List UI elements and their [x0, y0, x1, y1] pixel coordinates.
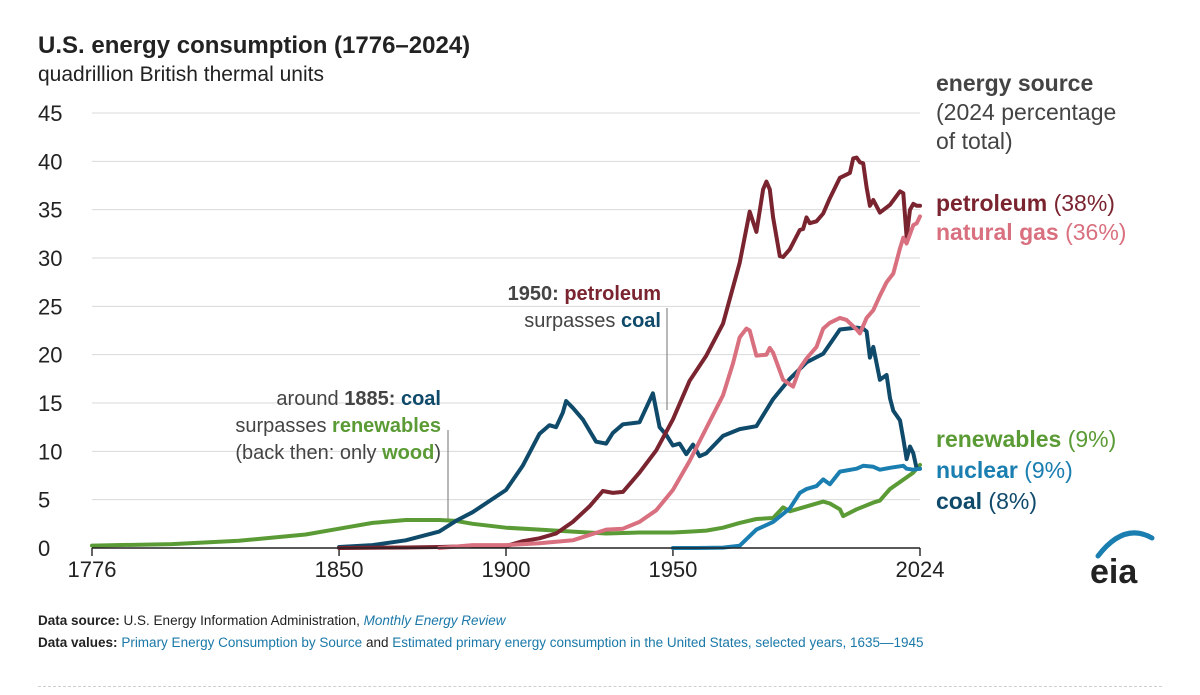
series-line-renewables [90, 462, 922, 548]
gridlines [92, 112, 920, 501]
series-line-coal [337, 325, 922, 549]
y-tick-label: 20 [38, 343, 62, 368]
footer-source-link[interactable]: Monthly Energy Review [363, 613, 506, 628]
x-axis-ticks: 1776 1850 1900 1950 2024 [68, 548, 945, 582]
x-tick-label: 2024 [896, 557, 945, 582]
svg-text:(back then: only wood): (back then: only wood) [235, 442, 441, 464]
footer-values-and: and [365, 635, 389, 650]
series-line-petroleum [337, 155, 922, 550]
series-lines [90, 155, 922, 550]
footer-source-text: U.S. Energy Information Administration, [123, 613, 360, 628]
legend-item-renewables: renewables (9%) [936, 426, 1116, 452]
footer-source-label: Data source: [38, 613, 120, 628]
footer-values-link-1[interactable]: Primary Energy Consumption by Source [121, 635, 363, 650]
x-tick-label: 1850 [315, 557, 364, 582]
legend-item-nuclear: nuclear (9%) [936, 457, 1073, 483]
y-tick-label: 25 [38, 294, 62, 319]
y-axis-ticks: 0 5 10 15 20 25 30 35 40 45 [38, 101, 62, 561]
footer-data-source: Data source: U.S. Energy Information Adm… [38, 613, 505, 628]
svg-text:around 1885: coal: around 1885: coal [276, 388, 441, 410]
legend-item-coal: coal (8%) [936, 488, 1037, 514]
legend-note-line-2: of total) [936, 128, 1013, 154]
logo-wordmark: eia [1090, 553, 1138, 591]
x-tick-label: 1950 [648, 557, 697, 582]
footer-values-link-2[interactable]: Estimated primary energy consumption in … [392, 635, 924, 650]
footer-data-values: Data values: Primary Energy Consumption … [38, 635, 924, 650]
y-tick-label: 0 [38, 536, 50, 561]
eia-logo: eia [1090, 530, 1155, 591]
x-tick-label: 1776 [68, 557, 117, 582]
chart-title: U.S. energy consumption (1776–2024) [38, 32, 470, 59]
legend-item-natural-gas: natural gas (36%) [936, 219, 1126, 245]
y-tick-label: 35 [38, 198, 62, 223]
y-tick-label: 5 [38, 488, 50, 513]
y-tick-label: 45 [38, 101, 62, 126]
series-line-nuclear [670, 463, 922, 550]
line-chart: U.S. energy consumption (1776–2024) quad… [38, 32, 1155, 591]
y-tick-label: 30 [38, 246, 62, 271]
footer-values-label: Data values: [38, 635, 118, 650]
svg-text:surpasses renewables: surpasses renewables [235, 415, 441, 437]
y-tick-label: 15 [38, 391, 62, 416]
svg-text:surpasses coal: surpasses coal [524, 310, 661, 332]
legend-note-line-1: (2024 percentage [936, 99, 1116, 125]
legend-item-petroleum: petroleum (38%) [936, 190, 1115, 216]
logo-swoosh [1095, 530, 1155, 559]
legend-heading: energy source [936, 70, 1093, 96]
series-line-natural-gas [437, 214, 922, 550]
y-tick-label: 40 [38, 149, 62, 174]
annotation-1885: around 1885: coal surpasses renewables (… [235, 388, 441, 464]
footer-divider [38, 686, 1162, 687]
svg-text:1950: petroleum: 1950: petroleum [508, 283, 661, 305]
annotation-1950: 1950: petroleum surpasses coal [508, 283, 661, 332]
legend: energy source (2024 percentage of total)… [936, 70, 1126, 514]
chart-subtitle: quadrillion British thermal units [38, 63, 324, 86]
y-tick-label: 10 [38, 439, 62, 464]
x-tick-label: 1900 [482, 557, 531, 582]
